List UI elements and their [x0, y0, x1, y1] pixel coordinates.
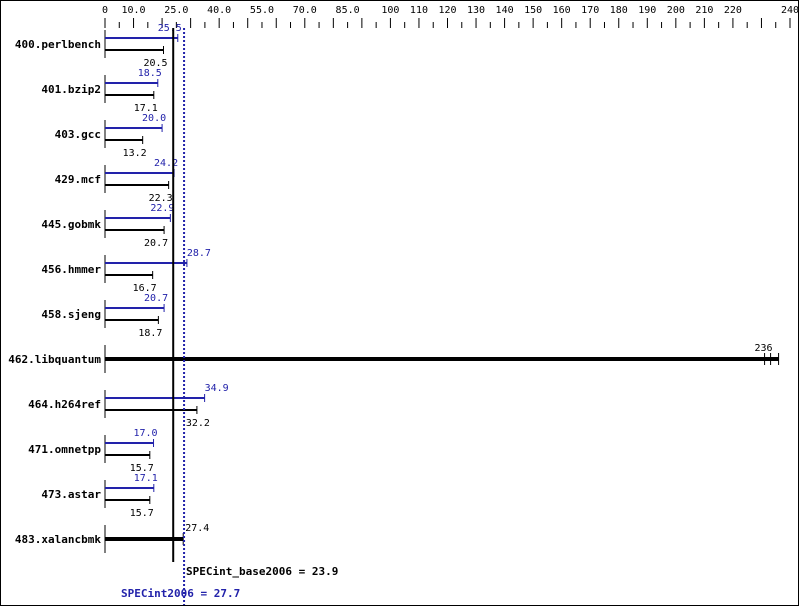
peak-value-label: 22.9 — [150, 203, 174, 214]
base-value-label: 15.7 — [130, 508, 154, 519]
tick-label: 220 — [724, 5, 742, 16]
benchmark-label: 429.mcf — [55, 173, 101, 186]
tick-label: 55.0 — [250, 5, 274, 16]
peak-value-label: 17.1 — [134, 473, 158, 484]
tick-label: 140 — [496, 5, 514, 16]
benchmark-label: 403.gcc — [55, 128, 101, 141]
peak-value-label: 24.2 — [154, 158, 178, 169]
tick-label: 10.0 — [121, 5, 145, 16]
tick-label: 100 — [381, 5, 399, 16]
tick-label: 150 — [524, 5, 542, 16]
benchmark-label: 456.hmmer — [41, 263, 101, 276]
peak-value-label: 17.0 — [133, 428, 157, 439]
peak-value-label: 20.0 — [142, 113, 166, 124]
benchmark-label: 464.h264ref — [28, 398, 101, 411]
base-value-label: 17.1 — [134, 103, 158, 114]
base-value-label: 32.2 — [186, 418, 210, 429]
benchmark-label: 473.astar — [41, 488, 101, 501]
base-value-label: 20.5 — [143, 58, 167, 69]
peak-value-label: 20.7 — [144, 293, 168, 304]
benchmark-label: 445.gobmk — [41, 218, 101, 231]
tick-label: 120 — [438, 5, 456, 16]
benchmark-label: 458.sjeng — [41, 308, 101, 321]
tick-label: 180 — [610, 5, 628, 16]
benchmark-label: 462.libquantum — [8, 353, 101, 366]
base-value-label: 20.7 — [144, 238, 168, 249]
peak-value-label: 28.7 — [187, 248, 211, 259]
peak-score-label: SPECint2006 = 27.7 — [121, 587, 240, 600]
benchmark-label: 483.xalancbmk — [15, 533, 101, 546]
peak-value-label: 25.5 — [158, 23, 182, 34]
base-value-label: 22.3 — [149, 193, 173, 204]
base-value-label: 236 — [755, 343, 773, 354]
peak-value-label: 18.5 — [138, 68, 162, 79]
tick-label: 240 — [781, 5, 798, 16]
benchmark-label: 401.bzip2 — [41, 83, 101, 96]
base-value-label: 27.4 — [185, 523, 209, 534]
tick-label: 25.0 — [164, 5, 188, 16]
peak-value-label: 34.9 — [205, 383, 229, 394]
benchmark-label: 471.omnetpp — [28, 443, 101, 456]
tick-label: 210 — [695, 5, 713, 16]
tick-label: 130 — [467, 5, 485, 16]
tick-label: 110 — [410, 5, 428, 16]
tick-label: 190 — [638, 5, 656, 16]
base-value-label: 16.7 — [133, 283, 157, 294]
tick-label: 0 — [102, 5, 108, 16]
tick-label: 160 — [553, 5, 571, 16]
tick-label: 200 — [667, 5, 685, 16]
base-score-label: SPECint_base2006 = 23.9 — [186, 565, 338, 578]
benchmark-label: 400.perlbench — [15, 38, 101, 51]
base-value-label: 18.7 — [138, 328, 162, 339]
tick-label: 85.0 — [336, 5, 360, 16]
tick-label: 40.0 — [207, 5, 231, 16]
base-value-label: 15.7 — [130, 463, 154, 474]
tick-label: 170 — [581, 5, 599, 16]
base-value-label: 13.2 — [123, 148, 147, 159]
tick-label: 70.0 — [293, 5, 317, 16]
